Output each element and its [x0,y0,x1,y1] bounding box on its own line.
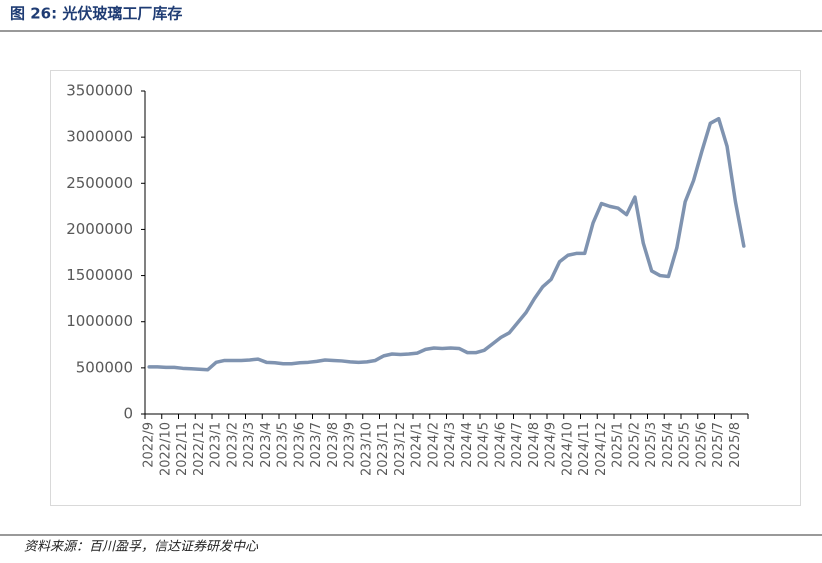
y-tick-label: 2000000 [66,220,133,238]
x-tick-label: 2023/10 [359,422,374,476]
y-tick-label: 0 [123,405,133,423]
x-tick-label: 2024/2 [426,422,441,468]
x-tick-label: 2023/12 [393,422,408,476]
x-tick-label: 2024/4 [460,422,475,468]
x-tick-label: 2023/11 [376,422,391,476]
x-tick-label: 2023/6 [292,422,307,468]
series-line [147,116,746,372]
x-tick-label: 2024/12 [594,422,609,476]
x-tick-label: 2022/12 [192,422,207,476]
x-tick-label: 2025/8 [728,422,743,468]
x-tick-label: 2025/3 [644,422,659,468]
source: 资料来源：百川盈孚，信达证券研发中心 [24,540,259,555]
x-tick-label: 2024/11 [577,422,592,476]
x-tick-label: 2024/9 [544,422,559,468]
y-tick-label: 3500000 [66,82,133,100]
x-tick-label: 2023/1 [209,422,224,468]
y-tick-label: 500000 [76,358,133,376]
x-tick-label: 2022/11 [175,422,190,476]
x-tick-label: 2024/5 [477,422,492,468]
x-tick-label: 2025/2 [627,422,642,468]
x-tick-label: 2025/5 [678,422,693,468]
x-tick-label: 2024/3 [443,422,458,468]
x-tick-label: 2025/4 [661,422,676,468]
y-tick-label: 1500000 [66,266,133,284]
x-tick-label: 2023/5 [276,422,291,468]
x-tick-label: 2023/4 [259,422,274,468]
x-tick-label: 2025/7 [711,422,726,468]
y-tick-label: 3000000 [66,128,133,146]
y-tick-label: 1000000 [66,312,133,330]
x-tick-label: 2025/1 [611,422,626,468]
x-tick-label: 2022/9 [142,422,157,468]
x-tick-label: 2023/7 [309,422,324,468]
x-tick-label: 2024/7 [510,422,525,468]
x-tick-label: 2023/3 [242,422,257,468]
y-tick-label: 2500000 [66,174,133,192]
x-tick-label: 2023/8 [326,422,341,468]
x-tick-label: 2023/9 [343,422,358,468]
x-tick-label: 2022/10 [158,422,173,476]
x-tick-label: 2024/1 [410,422,425,468]
figure-title: 图 26: 光伏玻璃工厂库存 [10,5,182,23]
x-tick-label: 2024/10 [560,422,575,476]
x-tick-label: 2024/8 [527,422,542,468]
x-tick-label: 2023/2 [225,422,240,468]
x-tick-label: 2025/6 [694,422,709,468]
x-tick-label: 2024/6 [493,422,508,468]
chart-frame [50,70,801,506]
